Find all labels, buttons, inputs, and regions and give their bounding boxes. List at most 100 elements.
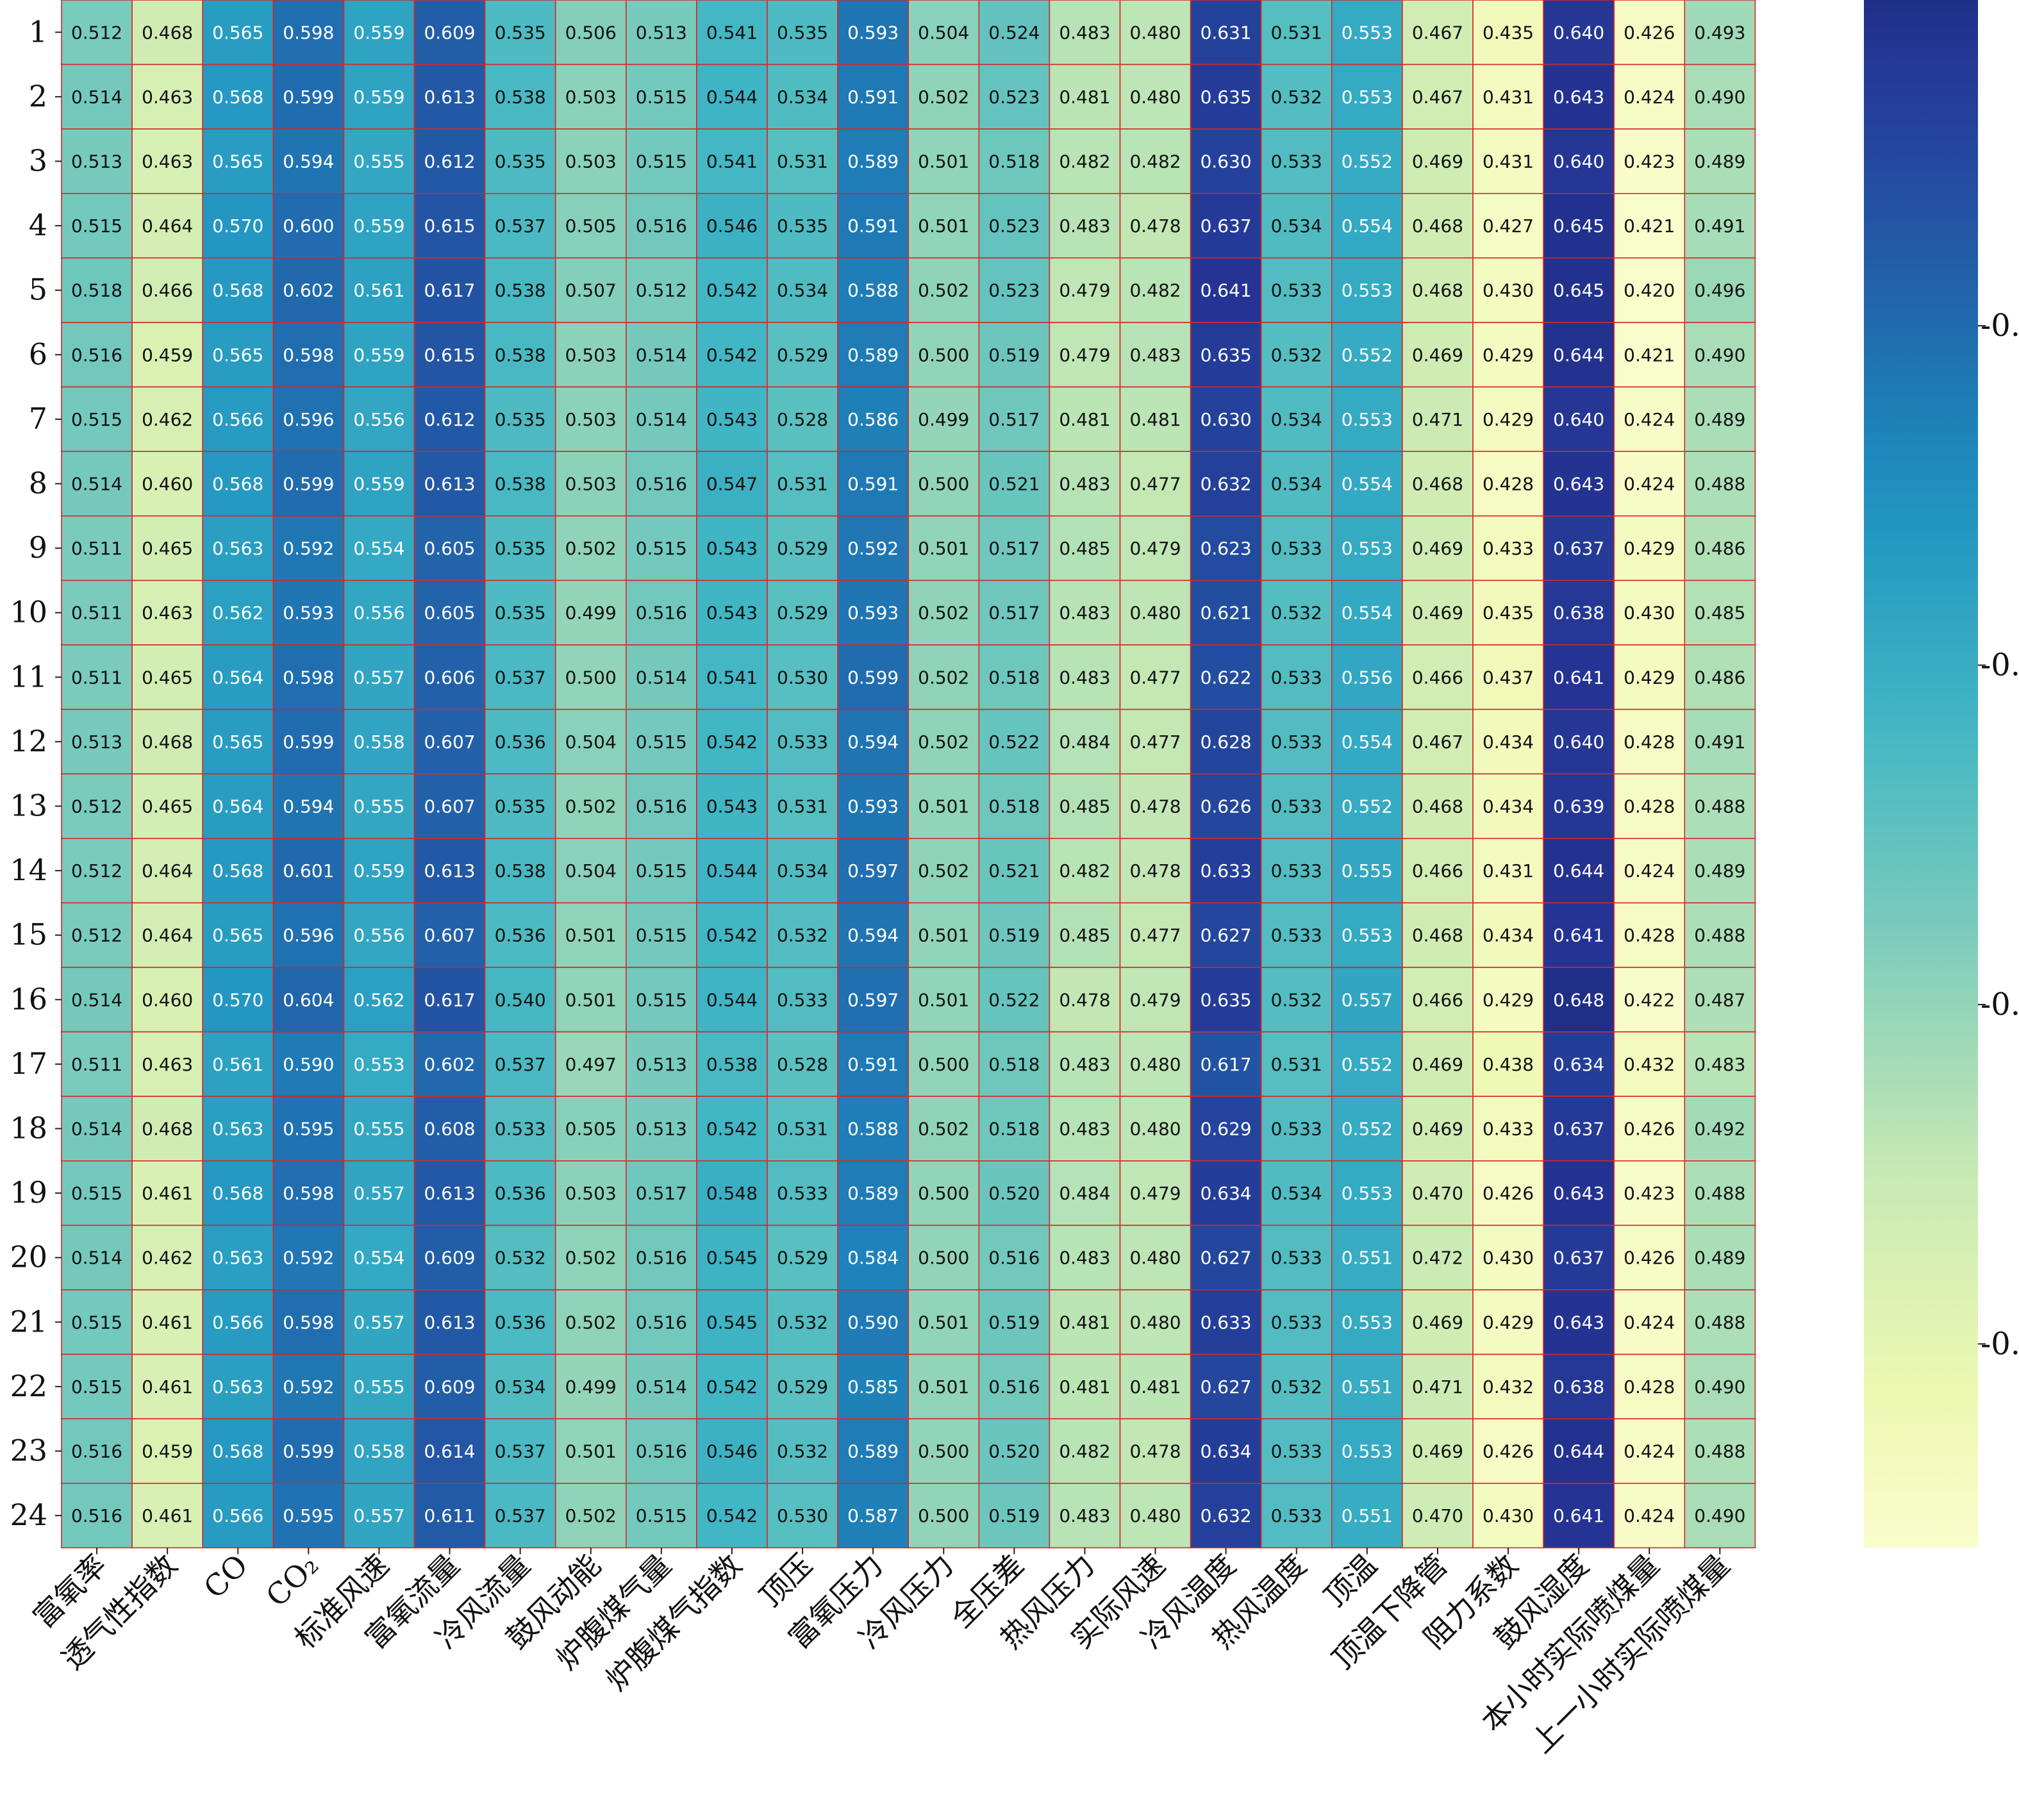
heatmap-cell [1613,773,1686,839]
heatmap-cell [202,386,274,452]
cell-value-label: 0.634 [1553,1054,1604,1075]
heatmap-cell [131,0,204,65]
cell-value-label: 0.645 [1553,280,1604,301]
heatmap-cell [908,322,980,388]
cell-value-label: 0.524 [988,22,1040,43]
heatmap-cell [696,386,768,452]
heatmap-cell [1260,1418,1333,1484]
cell-value-label: 0.505 [565,215,617,237]
cell-value-label: 0.516 [636,1248,687,1269]
y-tick-label: 20 [10,1240,47,1274]
heatmap-cell [1190,644,1262,710]
heatmap-cell [131,838,204,904]
cell-value-label: 0.648 [1553,989,1604,1010]
heatmap-cell [131,192,204,259]
cell-value-label: 0.617 [1201,1054,1252,1075]
cell-value-label: 0.641 [1553,667,1604,688]
y-tick-label: 9 [29,530,47,565]
heatmap-cell [1119,644,1192,710]
heatmap-cell [625,0,697,65]
cell-value-label: 0.542 [706,731,758,753]
cell-value-label: 0.556 [1342,667,1393,688]
y-tick-label: 19 [10,1175,47,1210]
heatmap-cell [1402,838,1474,904]
heatmap-cell [272,1289,345,1355]
cell-value-label: 0.431 [1483,860,1534,881]
heatmap-cell [767,580,838,646]
cell-value-label: 0.517 [988,603,1040,624]
heatmap-cell [131,322,204,388]
cell-value-label: 0.643 [1553,1183,1604,1204]
cell-value-label: 0.531 [777,474,828,495]
cell-value-label: 0.477 [1129,474,1181,495]
cell-value-label: 0.437 [1483,667,1534,688]
cell-value-label: 0.559 [353,215,404,237]
cell-value-label: 0.470 [1412,1505,1463,1526]
heatmap-cell [272,1031,345,1097]
cell-value-label: 0.634 [1201,1183,1252,1204]
heatmap-cell [908,515,980,581]
heatmap-cell [1613,386,1686,452]
heatmap-cell [1190,0,1262,65]
cell-value-label: 0.529 [777,538,828,559]
heatmap-cell [696,0,768,65]
heatmap-cell [1543,773,1615,839]
cell-value-label: 0.599 [847,667,899,688]
heatmap-cell [131,708,204,774]
heatmap-cell [1472,1160,1544,1226]
cell-value-label: 0.511 [71,667,122,688]
colorbar: -0.45 -0.50 -0.55 -0.60 [1864,0,2019,1548]
heatmap-cell [1049,0,1121,65]
cell-value-label: 0.483 [1059,1054,1110,1075]
heatmap-cell [1402,708,1474,774]
cell-value-label: 0.605 [424,538,475,559]
cell-value-label: 0.534 [777,860,828,881]
cell-value-label: 0.490 [1694,1505,1745,1526]
cell-value-label: 0.546 [706,1441,758,1462]
heatmap-cell [1613,967,1686,1033]
cell-value-label: 0.461 [142,1376,193,1398]
cell-value-label: 0.484 [1059,1183,1110,1204]
heatmap-cell [1543,1353,1615,1420]
heatmap-cell [1049,773,1121,839]
heatmap-cell [1684,128,1756,194]
cell-value-label: 0.542 [706,1376,758,1398]
cell-value-label: 0.491 [1694,731,1745,753]
cell-value-label: 0.643 [1553,1312,1604,1333]
heatmap-cell [202,257,274,323]
cell-value-label: 0.556 [353,603,404,624]
cell-value-label: 0.535 [495,796,546,817]
heatmap-cell [554,63,627,129]
heatmap-cell [625,386,697,452]
cell-value-label: 0.548 [706,1183,758,1204]
cell-value-label: 0.478 [1129,215,1181,237]
cell-value-label: 0.552 [1342,151,1393,172]
cell-value-label: 0.482 [1059,860,1110,881]
cell-value-label: 0.424 [1624,409,1675,430]
cell-value-label: 0.635 [1201,87,1252,108]
cell-value-label: 0.502 [565,1248,617,1269]
heatmap-cell [484,515,556,581]
cell-value-label: 0.469 [1412,344,1463,365]
heatmap-cell [202,0,274,65]
cell-value-label: 0.499 [565,603,617,624]
heatmap-cell [272,515,345,581]
cell-value-label: 0.552 [1342,1054,1393,1075]
cell-value-label: 0.541 [706,151,758,172]
cell-value-label: 0.538 [706,1054,758,1075]
cell-value-label: 0.557 [353,667,404,688]
heatmap-cell [1472,1353,1544,1420]
heatmap-cell [908,1418,980,1484]
y-tick-label: 3 [29,144,47,178]
cell-value-label: 0.467 [1412,731,1463,753]
cell-value-label: 0.559 [353,87,404,108]
cell-value-label: 0.637 [1553,1119,1604,1140]
cell-value-label: 0.483 [1694,1054,1745,1075]
heatmap-cell [202,773,274,839]
cell-value-label: 0.632 [1201,474,1252,495]
cell-value-label: 0.561 [212,1054,263,1075]
heatmap-cell [908,1096,980,1162]
heatmap-cell [1543,580,1615,646]
heatmap-cell [1331,644,1403,710]
heatmap-cell [767,1289,838,1355]
